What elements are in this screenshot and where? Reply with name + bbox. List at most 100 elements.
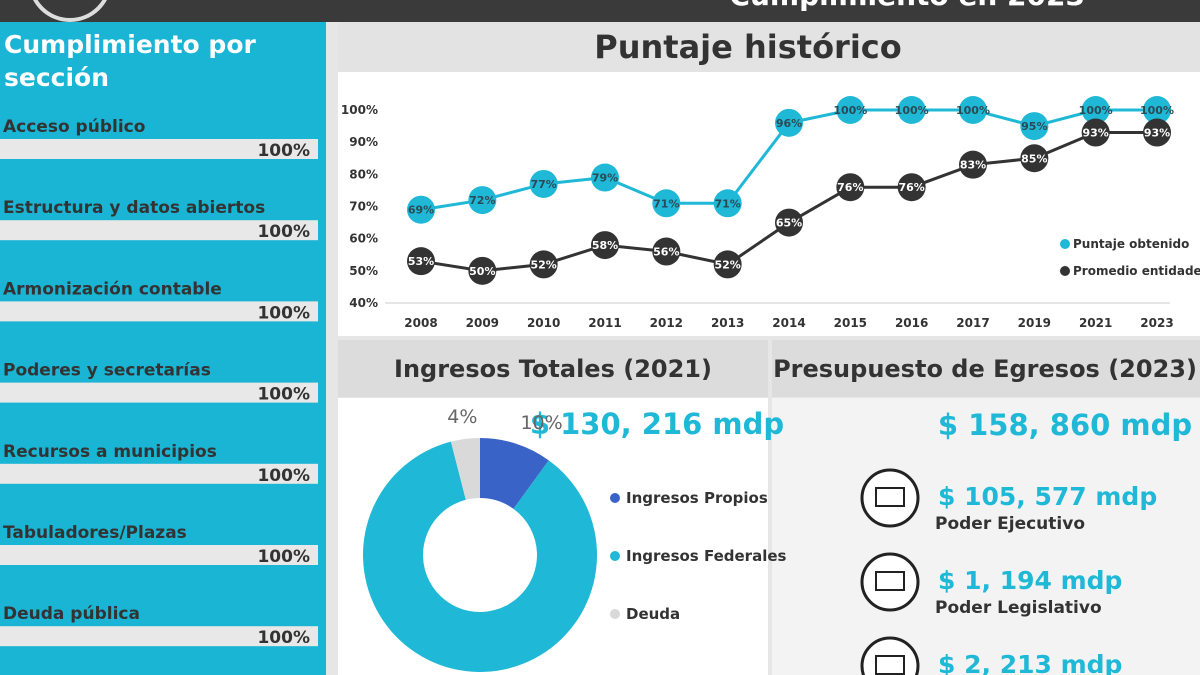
point-label: 100% bbox=[956, 104, 990, 117]
point-label: 50% bbox=[469, 265, 495, 278]
section-label: Recursos a municipios bbox=[3, 442, 217, 462]
point bbox=[713, 250, 742, 279]
point bbox=[591, 163, 619, 192]
pie-slice bbox=[480, 438, 549, 509]
budget-icon-detail bbox=[875, 655, 905, 675]
x-tick-label: 2021 bbox=[1079, 316, 1112, 330]
logo bbox=[33, 0, 107, 22]
slice-label: 4% bbox=[447, 406, 477, 428]
point-label: 93% bbox=[1082, 127, 1108, 140]
point-label: 56% bbox=[653, 246, 679, 259]
budget-label: Poder Legislativo bbox=[935, 598, 1102, 618]
point-label: 71% bbox=[714, 197, 740, 210]
section-bar bbox=[0, 463, 318, 484]
point-label: 71% bbox=[653, 197, 679, 210]
point bbox=[1143, 96, 1171, 124]
budget-panel bbox=[772, 398, 1200, 675]
point-label: 100% bbox=[1079, 104, 1113, 117]
point bbox=[591, 231, 619, 260]
legend-swatch bbox=[1060, 239, 1070, 249]
pie-annotation: $ 130, 216 mdp bbox=[530, 407, 784, 441]
point-label: 95% bbox=[1021, 120, 1047, 133]
y-tick-label: 60% bbox=[349, 232, 378, 246]
x-tick-label: 2009 bbox=[466, 316, 499, 330]
legend-label: Ingresos Federales bbox=[626, 547, 787, 565]
section-bar bbox=[0, 382, 318, 403]
y-tick-label: 70% bbox=[349, 200, 378, 214]
legend-swatch bbox=[610, 493, 620, 503]
x-tick-label: 2010 bbox=[527, 316, 560, 330]
section-label: Tabuladores/Plazas bbox=[3, 523, 187, 543]
legend-label: Ingresos Propios bbox=[626, 489, 768, 507]
y-tick-label: 80% bbox=[349, 167, 378, 181]
point bbox=[836, 96, 865, 124]
budget-band bbox=[772, 340, 1200, 397]
point-label: 69% bbox=[408, 204, 434, 217]
y-tick-label: 100% bbox=[341, 103, 378, 117]
sidebar bbox=[0, 22, 326, 675]
point-label: 72% bbox=[469, 194, 495, 207]
header-title: Cumplimiento en 2023 bbox=[729, 0, 1085, 12]
section-label: Acceso público bbox=[3, 117, 145, 137]
x-tick-label: 2013 bbox=[711, 316, 744, 330]
point bbox=[897, 96, 926, 124]
x-tick-label: 2008 bbox=[404, 316, 437, 330]
point-label: 93% bbox=[1144, 127, 1170, 140]
point-label: 58% bbox=[592, 239, 618, 252]
point bbox=[1143, 118, 1171, 147]
budget-total: $ 158, 860 mdp bbox=[938, 408, 1192, 442]
section-label: Poderes y secretarías bbox=[3, 361, 211, 381]
top-bar bbox=[0, 0, 1200, 22]
point bbox=[407, 195, 435, 224]
point-label: 100% bbox=[833, 104, 867, 117]
x-tick-label: 2019 bbox=[1018, 316, 1051, 330]
budget-title: Presupuesto de Egresos (2023) bbox=[773, 355, 1197, 383]
point bbox=[1081, 118, 1110, 147]
x-tick-label: 2012 bbox=[650, 316, 683, 330]
budget-icon-detail bbox=[875, 571, 905, 591]
budget-amount: $ 105, 577 mdp bbox=[938, 482, 1157, 511]
y-tick-label: 90% bbox=[349, 135, 378, 149]
point bbox=[713, 189, 742, 218]
line-title: Puntaje histórico bbox=[594, 28, 902, 66]
point bbox=[775, 208, 803, 237]
point bbox=[897, 173, 926, 202]
section-bar bbox=[0, 220, 318, 241]
section-value: 100% bbox=[257, 466, 310, 486]
sidebar-title-text: Cumplimiento por sección bbox=[4, 30, 265, 92]
point-label: 76% bbox=[898, 181, 924, 194]
x-tick-label: 2011 bbox=[588, 316, 621, 330]
budget-icon-detail bbox=[875, 487, 905, 507]
budget-amount: $ 1, 194 mdp bbox=[938, 566, 1122, 595]
budget-icon bbox=[860, 468, 920, 528]
sidebar-title: Cumplimiento por sección bbox=[4, 30, 265, 92]
slice-label: 10% bbox=[520, 412, 562, 434]
pie-title: Ingresos Totales (2021) bbox=[394, 355, 712, 383]
legend-swatch bbox=[610, 609, 620, 619]
point bbox=[836, 173, 865, 202]
point bbox=[529, 169, 558, 198]
point bbox=[959, 96, 987, 124]
section-value: 100% bbox=[257, 547, 310, 567]
title-band bbox=[338, 22, 1200, 72]
point-label: 83% bbox=[960, 159, 986, 172]
pie-slice bbox=[363, 441, 597, 673]
section-value: 100% bbox=[257, 303, 310, 323]
section-value: 100% bbox=[257, 141, 310, 161]
section-bar bbox=[0, 139, 318, 159]
legend-label: Puntaje obtenido bbox=[1073, 237, 1189, 251]
section-value: 100% bbox=[257, 385, 310, 405]
point bbox=[652, 189, 681, 218]
x-tick-label: 2016 bbox=[895, 316, 928, 330]
point-label: 52% bbox=[530, 258, 556, 271]
point-label: 100% bbox=[895, 104, 929, 117]
section-label: Deuda pública bbox=[3, 604, 140, 624]
y-tick-label: 50% bbox=[349, 264, 378, 278]
section-bar bbox=[0, 626, 318, 647]
section-label: Armonización contable bbox=[3, 279, 222, 299]
point bbox=[407, 247, 435, 276]
point bbox=[529, 250, 558, 279]
x-tick-label: 2014 bbox=[772, 316, 805, 330]
section-bar bbox=[0, 545, 318, 565]
